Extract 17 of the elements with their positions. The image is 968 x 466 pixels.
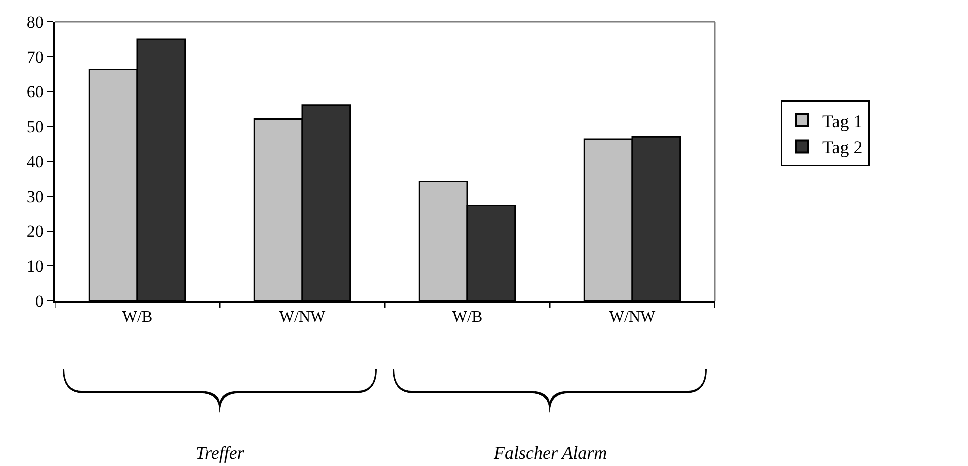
y-tick-label: 60: [26, 82, 44, 102]
y-tick-label: 30: [26, 187, 44, 206]
y-tick-label: 0: [35, 292, 44, 311]
legend-label: Tag 2: [822, 138, 863, 158]
y-tick-label: 40: [26, 152, 44, 172]
y-tick-label: 50: [26, 118, 44, 137]
legend-label: Tag 1: [822, 111, 863, 132]
y-tick-label: 80: [26, 12, 44, 32]
x-tick-label: W/NW: [609, 308, 656, 326]
x-tick-label: W/B: [122, 308, 153, 326]
y-tick-label: 20: [26, 222, 44, 242]
x-tick-label: W/B: [452, 308, 483, 326]
x-tick-label: W/NW: [279, 308, 326, 326]
text: Treffer: [196, 443, 246, 463]
text: Falscher Alarm: [493, 443, 608, 463]
y-tick-label: 70: [26, 48, 44, 67]
y-tick-label: 10: [26, 257, 44, 276]
